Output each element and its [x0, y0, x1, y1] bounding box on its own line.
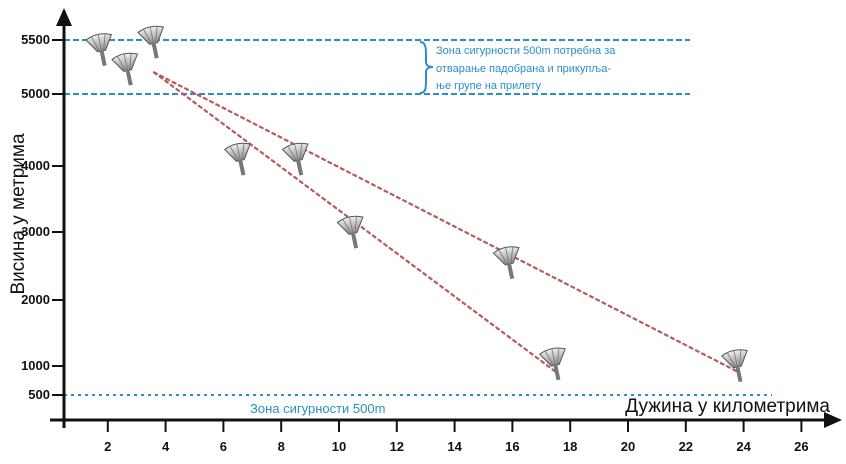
x-tick-label: 24	[736, 439, 751, 454]
y-axis-title: Висина у метрима	[8, 133, 29, 294]
y-axis-arrow-icon	[56, 8, 72, 26]
x-tick-label: 6	[220, 439, 227, 454]
descent-line-1	[152, 71, 557, 373]
top-zone-text-line-1: Зона сигурности 500m потребна за	[436, 45, 616, 57]
y-tick-label: 1000	[21, 358, 50, 373]
y-tick-label: 500	[28, 387, 50, 402]
parachute-icon	[538, 347, 566, 381]
zone-brace-icon	[419, 41, 434, 94]
x-tick-label: 18	[563, 439, 577, 454]
x-tick-label: 8	[278, 439, 285, 454]
x-tick-label: 16	[505, 439, 519, 454]
descent-series-lines	[152, 71, 739, 373]
y-tick-label: 5000	[21, 86, 50, 101]
x-tick-label: 14	[447, 439, 462, 454]
safety-zone-lines	[64, 39, 772, 396]
x-tick-label: 20	[621, 439, 635, 454]
x-tick-label: 10	[332, 439, 346, 454]
x-tick-label: 2	[104, 439, 111, 454]
x-tick-label: 22	[679, 439, 693, 454]
y-tick-label: 4000	[21, 158, 50, 173]
top-zone-text-line-3: ње групе на прилету	[436, 80, 542, 92]
parachutes-layer	[85, 25, 748, 383]
parachute-icon	[281, 142, 309, 176]
parachute-icon	[492, 246, 520, 280]
parachute-icon	[137, 25, 165, 59]
y-tick-label: 5500	[21, 32, 50, 47]
bottom-zone-text: Зона сигурности 500m	[250, 401, 385, 416]
descent-line-2	[152, 71, 739, 373]
y-tick-label: 2000	[21, 292, 50, 307]
x-axis-arrow-icon	[824, 412, 842, 428]
x-tick-label: 12	[390, 439, 404, 454]
parachute-icon	[721, 349, 748, 383]
y-tick-label: 3000	[21, 224, 50, 239]
parachute-icon	[223, 142, 251, 176]
x-axis-title: Дужина у километрима	[625, 396, 830, 417]
x-axis-ticks: 2 4 6 8 10 12 14 16 18 20 22 24 26	[104, 420, 809, 454]
parachute-icon	[111, 52, 139, 86]
top-zone-text-line-2: отварање падобрана и прикупља-	[436, 63, 611, 75]
x-tick-label: 4	[162, 439, 170, 454]
parachute-icon	[85, 33, 113, 67]
parachute-icon	[336, 215, 364, 249]
y-axis-ticks: 500 1000 2000 3000 4000 5000 5500	[21, 32, 64, 402]
x-tick-label: 26	[794, 439, 808, 454]
